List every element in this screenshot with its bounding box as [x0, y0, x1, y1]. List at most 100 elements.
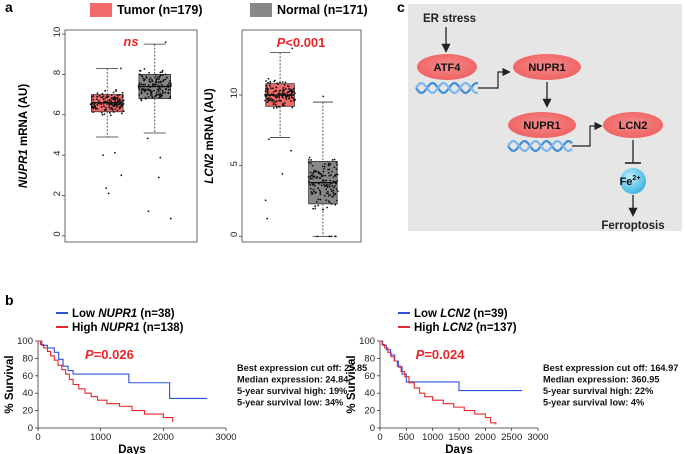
nupr1-normal-point: [140, 98, 142, 100]
lcn2-km-p-rest: =0.024: [424, 347, 465, 362]
nupr1-tumor-point: [122, 99, 125, 102]
lcn2-tumor-point: [266, 87, 268, 90]
lcn2-normal-point: [327, 171, 330, 174]
lcn2-survival-plot: Low LCN2 (n=39) High LCN2 (n=137) 0 20 40 60 8…: [346, 308, 678, 454]
lcn2-tumor-point: [269, 80, 272, 83]
nupr1-normal-point: [169, 88, 172, 91]
lcn2-normal-point: [332, 180, 335, 183]
nupr1-tumor-point: [116, 96, 119, 99]
lcn2-normal-point: [328, 168, 331, 171]
lcn2-tumor-point: [290, 94, 293, 97]
lcn2-tumor-point: [264, 99, 266, 102]
nupr1-normal-point: [140, 92, 143, 95]
nupr1-tumor-point: [110, 102, 113, 104]
nupr1-normal-point: [146, 137, 149, 140]
lcn2-normal-point: [314, 207, 317, 210]
nupr1-km-legend-prefix: High: [72, 322, 101, 334]
lcn2-tumor-point: [267, 77, 270, 80]
nupr1-normal-point: [140, 89, 143, 92]
nupr1-tumor-point: [122, 103, 125, 105]
nupr1-tumor-point: [104, 106, 107, 109]
nupr1-normal-point: [156, 77, 159, 80]
nupr1-tumor-point: [108, 104, 111, 107]
lcn2-normal-point: [307, 180, 310, 183]
lcn2-normal-point: [315, 177, 318, 179]
nupr1-tumor-point: [95, 98, 98, 101]
lcn2-normal-point: [307, 176, 310, 178]
nupr1-km-ylabel: % Survival: [4, 355, 16, 413]
nupr1-normal-point: [169, 97, 171, 99]
nupr1-tumor-point: [91, 96, 93, 98]
lcn2-tumor-point: [290, 149, 293, 152]
nupr1-normal-point: [167, 86, 170, 88]
nupr1-tumor-point: [112, 98, 115, 101]
lcn2-km-curve-low: [380, 340, 523, 392]
lcn2-tumor-point: [267, 97, 270, 99]
panel-c-label: c: [397, 0, 405, 15]
lcn2-normal-point: [332, 189, 335, 192]
lcn2-normal-point: [325, 192, 328, 195]
atf4-to-nupr1-arrow: [478, 67, 511, 89]
lcn2-normal-point: [320, 175, 323, 178]
nupr1-normal-point: [168, 82, 171, 84]
nupr1-tumor-point: [91, 102, 94, 105]
lcn2-normal-point: [311, 177, 313, 180]
lcn2-normal-point: [333, 174, 336, 177]
nupr1-ytick-label: 8: [52, 70, 63, 75]
nupr1-normal-point: [147, 88, 150, 91]
lcn2-tumor-point: [269, 97, 272, 100]
nupr1-km-ytick-label: 20: [22, 406, 33, 417]
nupr1-tumor-point: [96, 95, 99, 98]
nupr1-ytick-label: 6: [52, 110, 63, 115]
lcn2-normal-point: [312, 183, 315, 186]
lcn2-tumor-point: [286, 91, 289, 94]
nupr1-tumor-point: [109, 114, 112, 117]
lcn2-normal-point: [332, 195, 335, 198]
lcn2-km-xtick-label: 2500: [501, 432, 522, 443]
lcn2-normal-point: [323, 194, 326, 197]
lcn2-km-legend-n: (n=137): [473, 322, 517, 334]
nupr1-ytick-label: 0: [52, 231, 63, 236]
nupr1-tumor-point: [109, 100, 111, 102]
lcn2-normal-point: [322, 95, 325, 98]
nupr1-tumor-point: [115, 103, 118, 106]
nupr1-normal-point: [159, 93, 162, 96]
lcn2-tumor-point: [292, 90, 294, 93]
nupr1-normal-point: [169, 79, 171, 82]
nupr1-tumor-point: [121, 91, 124, 94]
lcn2-normal-point: [331, 185, 334, 187]
lcn2-tumor-point: [291, 47, 294, 50]
lcn2-normal-point: [323, 165, 326, 168]
nupr1-km-legend-gene: NUPR1: [98, 308, 137, 320]
nupr1-normal-point: [138, 93, 141, 96]
nupr1-tumor-point: [98, 94, 101, 97]
nupr1-normal-point: [143, 78, 146, 81]
lcn2-normal-point: [309, 171, 312, 174]
nupr1-tumor-point: [106, 95, 108, 98]
lcn2-normal-point: [333, 166, 336, 169]
lcn2-normal-point: [312, 171, 315, 174]
lcn2-normal-point: [330, 188, 332, 191]
lcn2-km-xtick-label: 3000: [527, 432, 548, 443]
nupr1-km-p-rest: =0.026: [94, 347, 134, 362]
nupr1-tumor-point: [100, 111, 103, 114]
nupr1-km-stat-line: 5-year survival low: 34%: [237, 398, 343, 408]
nupr1-normal-point: [157, 84, 160, 87]
lcn2-km-stat-line: Median expression: 360.95: [543, 375, 659, 385]
nupr1-normal-point: [154, 95, 156, 98]
nupr1-normal-point: [138, 83, 141, 86]
nupr1-normal-point: [157, 75, 160, 78]
nupr1-tumor-point: [112, 111, 115, 113]
lcn2-tumor-point: [285, 94, 288, 97]
lcn2-tumor-point: [283, 102, 286, 104]
lcn2-normal-point: [322, 208, 324, 211]
nupr1-km-legend-label-0: Low NUPR1 (n=38): [72, 308, 175, 320]
lcn2-normal-point: [323, 168, 325, 170]
nupr1-tumor-point: [117, 101, 119, 104]
lcn2-tumor-point: [272, 99, 275, 102]
nupr1-km-p-value: P=0.026: [85, 347, 134, 362]
nupr1-tumor-point: [118, 107, 121, 110]
lcn2-normal-point: [316, 200, 318, 203]
lcn2-normal-point: [309, 187, 312, 190]
lcn2-normal-point: [316, 175, 319, 178]
